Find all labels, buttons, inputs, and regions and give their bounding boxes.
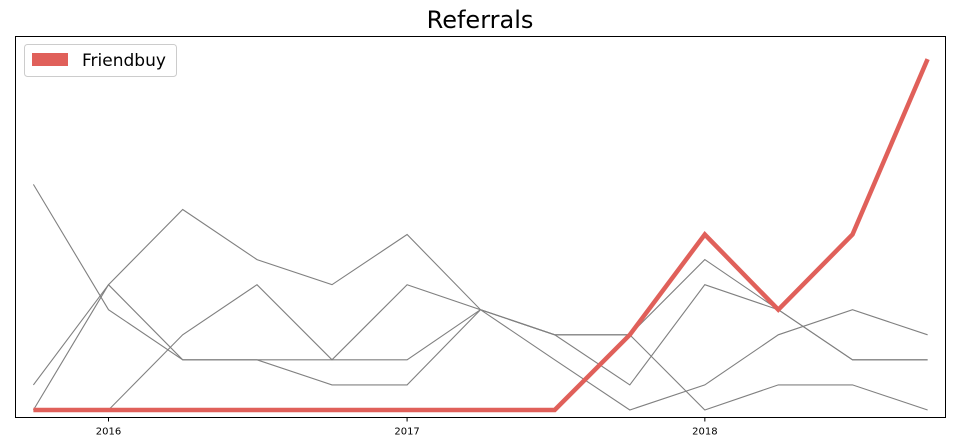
background-series-line-1 — [32, 184, 928, 386]
legend-swatch-friendbuy — [32, 53, 68, 66]
x-axis-ticks: 2016 2017 2018 — [96, 417, 718, 438]
background-series-line-4 — [33, 258, 928, 411]
chart-title: Referrals — [427, 6, 534, 34]
highlight-series-group — [33, 58, 930, 413]
legend: Friendbuy — [24, 44, 177, 77]
x-tick-label: 2016 — [96, 427, 121, 438]
series-line-friendbuy — [33, 58, 930, 413]
x-tick-label: 2018 — [692, 427, 717, 438]
plot-frame — [15, 36, 946, 418]
background-series-line-3 — [32, 283, 928, 411]
legend-box — [24, 44, 177, 77]
x-tick-label: 2017 — [394, 427, 419, 438]
legend-label-friendbuy: Friendbuy — [82, 51, 166, 71]
